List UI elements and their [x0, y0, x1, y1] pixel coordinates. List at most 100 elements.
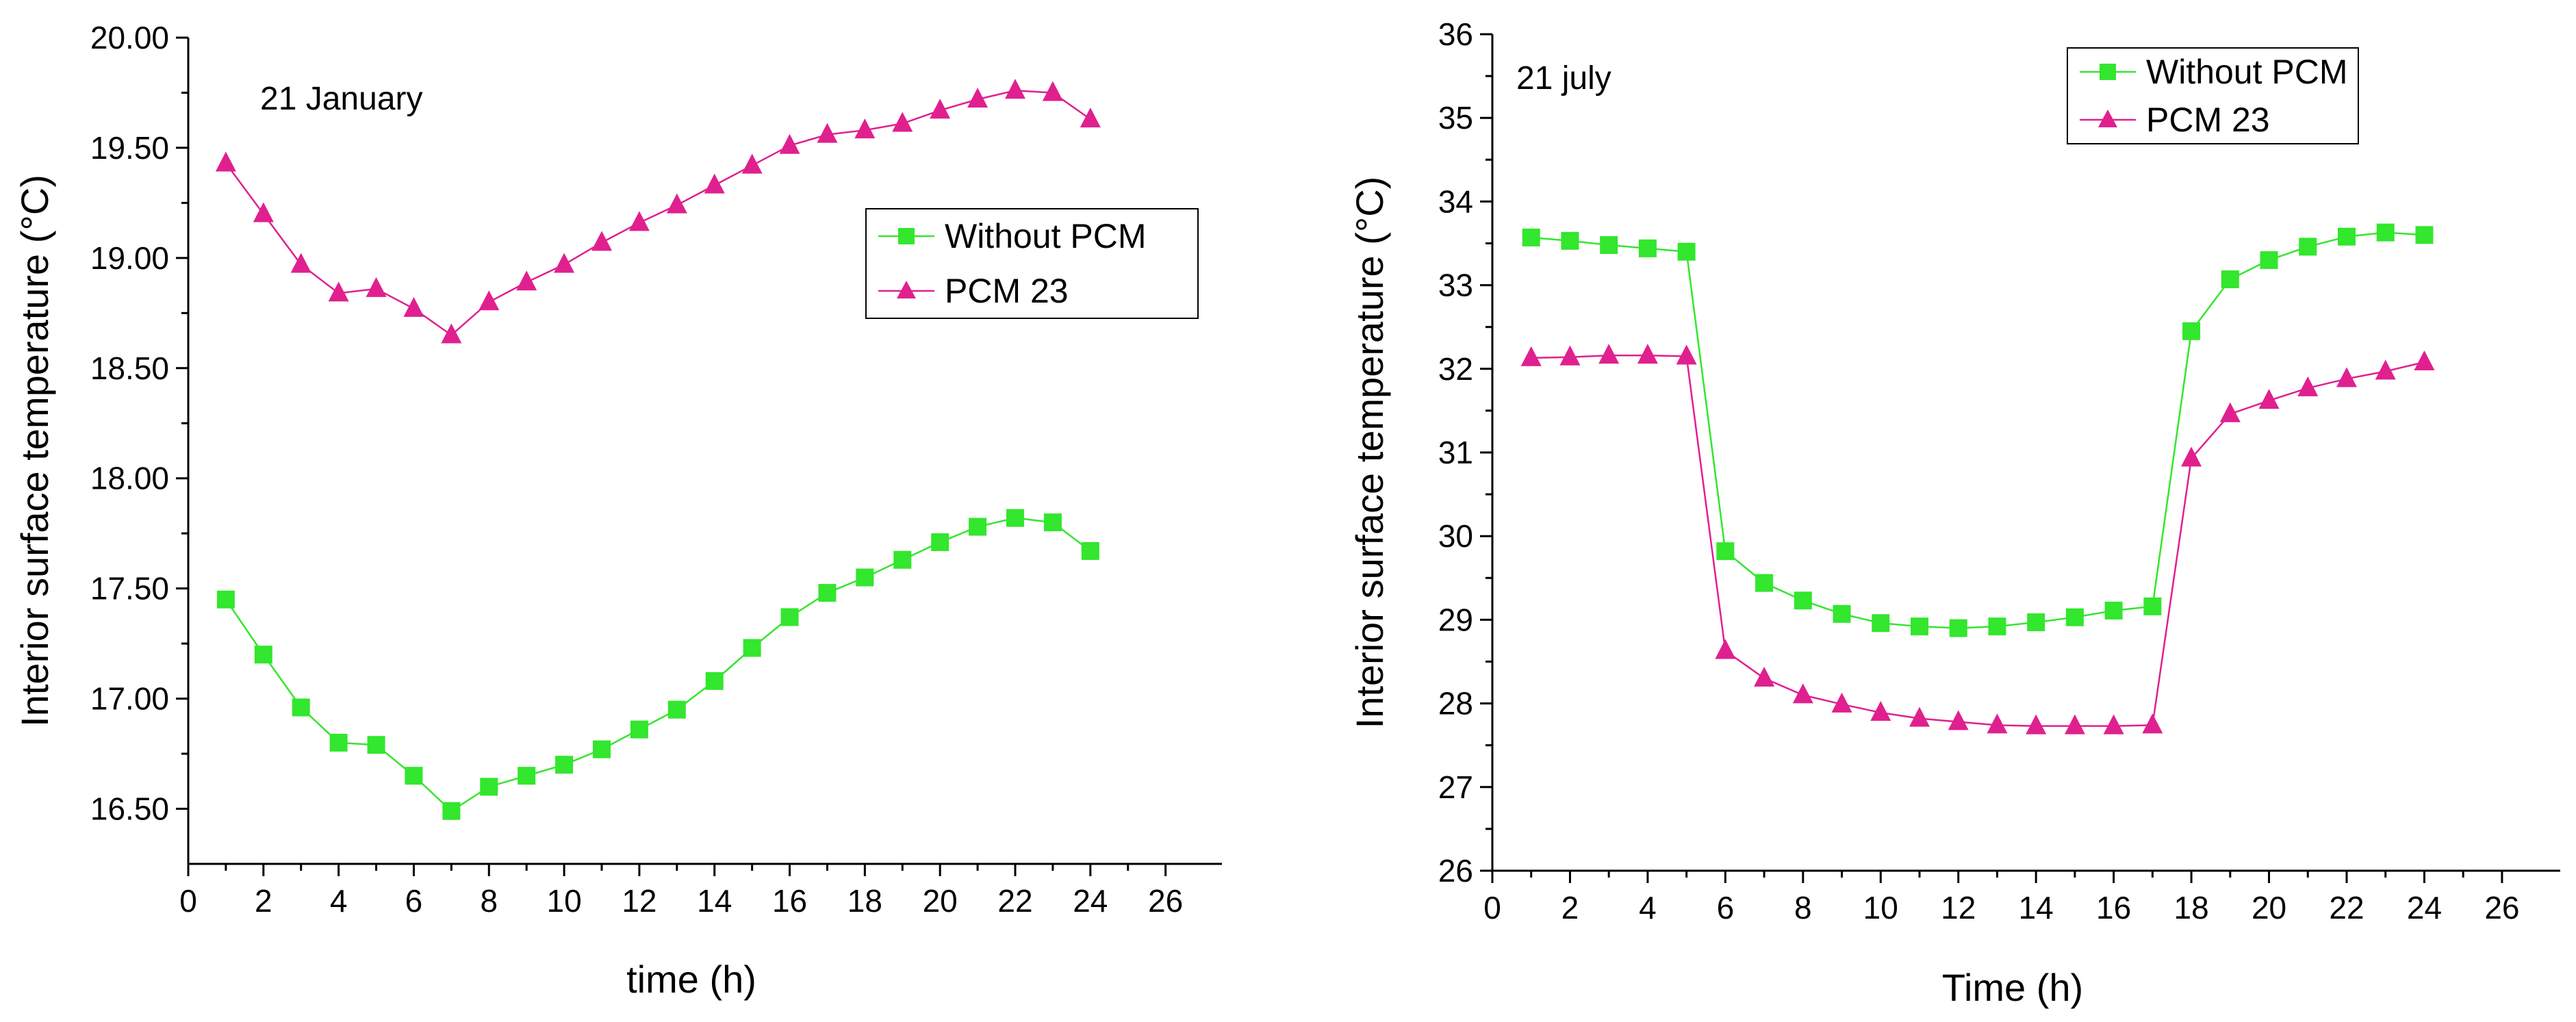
- data-point-triangle: [215, 151, 236, 172]
- data-point-square: [442, 802, 461, 820]
- data-point-square: [2415, 226, 2434, 244]
- x-tick-label: 0: [1483, 890, 1501, 925]
- data-point-square: [2376, 223, 2395, 242]
- data-point-square: [743, 639, 761, 657]
- data-point-triangle: [1080, 107, 1101, 128]
- data-point-square: [1755, 574, 1774, 592]
- x-tick-label: 26: [2484, 890, 2519, 925]
- data-point-triangle: [892, 112, 913, 132]
- data-point-square: [405, 767, 423, 785]
- y-tick-label: 29: [1438, 602, 1473, 637]
- x-tick-label: 12: [1941, 890, 1976, 925]
- y-tick-label: 18.00: [90, 461, 169, 496]
- data-point-triangle: [854, 118, 876, 139]
- legend-marker-square: [2100, 64, 2116, 80]
- data-point-triangle: [930, 99, 951, 119]
- data-point-square: [1794, 591, 1812, 610]
- data-point-square: [1638, 239, 1657, 257]
- data-point-triangle: [2219, 402, 2241, 422]
- y-tick-label: 33: [1438, 268, 1473, 303]
- data-point-triangle: [1520, 346, 1542, 366]
- data-point-square: [1833, 604, 1851, 623]
- x-tick-label: 26: [1148, 883, 1183, 919]
- x-tick-label: 2: [1561, 890, 1579, 925]
- x-tick-label: 24: [2407, 890, 2442, 925]
- data-point-triangle: [516, 270, 537, 291]
- data-point-square: [2221, 270, 2239, 289]
- data-point-square: [1600, 235, 1618, 254]
- data-point-triangle: [1005, 79, 1025, 99]
- data-point-square: [2065, 608, 2084, 626]
- data-point-square: [1561, 231, 1579, 250]
- y-tick-label: 34: [1438, 183, 1473, 219]
- data-point-square: [2299, 238, 2317, 256]
- chart-panel-january: 0 2 4 6 8 10 12 14 16 18 20 22 24 2616.5017.0017.5018…: [13, 20, 1222, 1001]
- legend: Without PCM PCM 23: [2067, 47, 2359, 144]
- data-point-square: [216, 590, 235, 609]
- data-point-triangle: [967, 88, 989, 108]
- x-tick-label: 16: [2096, 890, 2131, 925]
- data-point-square: [969, 518, 987, 536]
- data-point-square: [856, 568, 874, 587]
- data-point-triangle: [1715, 639, 1736, 659]
- data-point-square: [931, 533, 949, 552]
- x-tick-label: 20: [923, 883, 958, 919]
- data-point-square: [2260, 251, 2278, 269]
- data-point-triangle: [779, 133, 800, 154]
- data-point-square: [2027, 613, 2045, 632]
- data-point-triangle: [403, 296, 424, 317]
- data-point-triangle: [591, 231, 612, 251]
- legend-label: Without PCM: [2146, 53, 2348, 91]
- x-tick-label: 6: [1717, 890, 1735, 925]
- legend-label: Without PCM: [945, 217, 1147, 255]
- data-point-triangle: [2103, 714, 2124, 734]
- y-tick-label: 17.50: [90, 571, 169, 606]
- data-point-square: [518, 767, 536, 785]
- chart-panel-july: 0 2 4 6 8 10 12 14 16 18 20 22 24 2626272829303132333…: [1348, 16, 2560, 1009]
- data-point-triangle: [704, 173, 725, 194]
- data-point-triangle: [1559, 345, 1581, 366]
- x-tick-label: 14: [697, 883, 732, 919]
- data-point-triangle: [817, 123, 838, 143]
- data-point-triangle: [1637, 344, 1658, 364]
- x-tick-label: 24: [1073, 883, 1108, 919]
- x-tick-label: 8: [480, 883, 498, 919]
- data-point-triangle: [1598, 344, 1620, 364]
- data-point-triangle: [741, 153, 763, 174]
- legend: Without PCM PCM 23: [865, 208, 1199, 319]
- legend-label: PCM 23: [945, 272, 1069, 310]
- x-tick-label: 16: [772, 883, 807, 919]
- data-point-square: [292, 698, 310, 717]
- y-tick-label: 26: [1438, 853, 1473, 889]
- data-point-square: [480, 778, 498, 796]
- data-point-triangle: [2142, 713, 2163, 734]
- y-axis-title: Interior surface temperature (°C): [1348, 177, 1391, 729]
- x-tick-label: 8: [1794, 890, 1812, 925]
- data-point-square: [593, 740, 611, 758]
- data-point-triangle: [1831, 692, 1852, 713]
- data-point-square: [1081, 541, 1099, 560]
- data-point-triangle: [1870, 701, 1891, 721]
- data-point-triangle: [2064, 714, 2085, 734]
- data-point-square: [254, 646, 272, 664]
- data-point-square: [329, 733, 348, 752]
- x-tick-label: 12: [622, 883, 656, 919]
- data-point-square: [2143, 597, 2162, 615]
- x-axis-title: time (h): [626, 958, 756, 1001]
- y-tick-label: 28: [1438, 686, 1473, 721]
- data-point-triangle: [2026, 714, 2047, 734]
- x-tick-label: 20: [2252, 890, 2286, 925]
- data-point-triangle: [1042, 81, 1063, 101]
- x-tick-label: 22: [997, 883, 1032, 919]
- data-point-triangle: [1676, 344, 1697, 365]
- x-tick-label: 18: [847, 883, 882, 919]
- y-tick-label: 20.00: [90, 20, 169, 55]
- data-point-triangle: [554, 253, 575, 273]
- data-point-square: [555, 756, 574, 774]
- data-point-square: [1716, 542, 1735, 561]
- x-tick-label: 4: [1639, 890, 1657, 925]
- x-tick-label: 10: [1863, 890, 1898, 925]
- data-point-square: [667, 700, 686, 719]
- x-tick-label: 6: [405, 883, 423, 919]
